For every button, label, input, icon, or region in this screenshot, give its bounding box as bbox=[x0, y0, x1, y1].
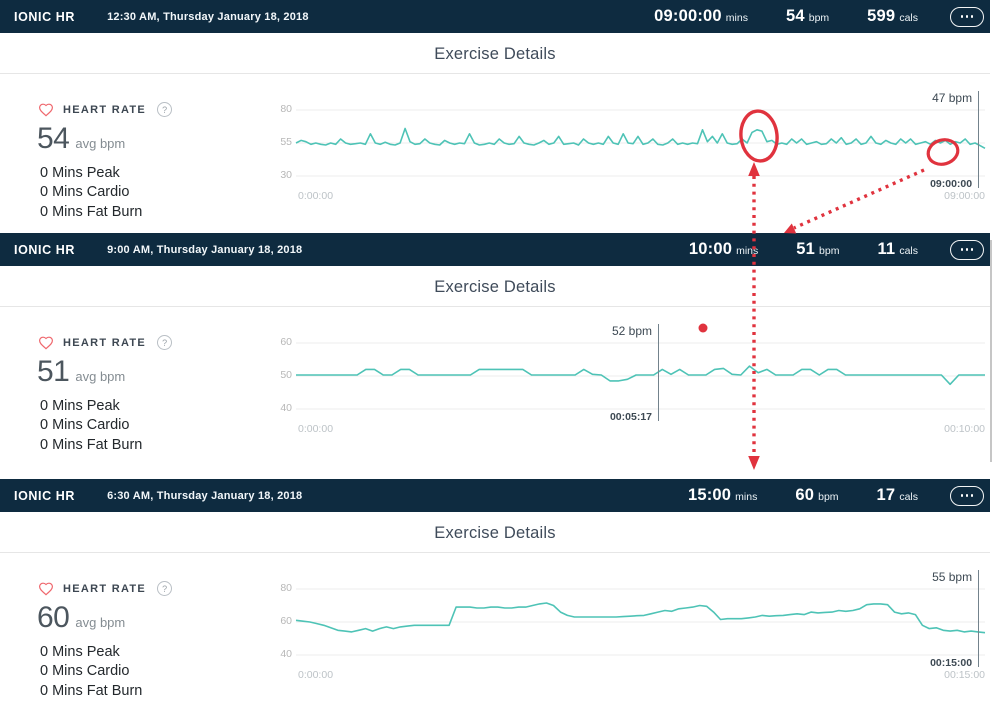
heart-rate-label: HEART RATE bbox=[63, 582, 147, 595]
section-title: Exercise Details bbox=[434, 278, 556, 296]
chart-cursor: 55 bpm 00:15:00 bbox=[930, 570, 980, 669]
heart-rate-label: HEART RATE bbox=[63, 103, 147, 116]
stat-cals: 17 cals bbox=[876, 486, 918, 504]
y-tick: 80 bbox=[280, 103, 292, 115]
y-tick: 40 bbox=[280, 648, 292, 660]
zone-peak: 0 Mins Peak bbox=[40, 644, 120, 660]
y-tick: 80 bbox=[280, 582, 292, 594]
help-icon[interactable]: ? bbox=[157, 581, 173, 596]
header-left: IONIC HR 12:30 AM, Thursday January 18, … bbox=[14, 10, 309, 24]
header-stats: 15:00 mins 60 bpm 17 cals bbox=[687, 485, 984, 506]
heart-rate-line-chart[interactable] bbox=[296, 318, 985, 433]
divider bbox=[0, 306, 990, 307]
y-tick: 40 bbox=[280, 402, 292, 414]
heart-rate-header: HEART RATE ? bbox=[38, 335, 173, 350]
chart-cursor: 47 bpm 09:00:00 bbox=[930, 91, 980, 190]
device-title: IONIC HR bbox=[14, 242, 76, 257]
cursor-time-label: 00:05:17 bbox=[609, 411, 652, 423]
hr-zones: 0 Mins Peak 0 Mins Cardio 0 Mins Fat Bur… bbox=[40, 397, 142, 455]
chart-cursor: 52 bpm 00:05:17 bbox=[610, 324, 659, 423]
y-tick: 55 bbox=[280, 136, 292, 148]
more-options-button[interactable] bbox=[950, 6, 984, 27]
scrollbar-thumb[interactable] bbox=[990, 240, 992, 462]
cursor-time-label: 09:00:00 bbox=[930, 178, 973, 190]
section-title: Exercise Details bbox=[434, 45, 556, 63]
exercise-header-bar: IONIC HR 9:00 AM, Thursday January 18, 2… bbox=[0, 233, 990, 266]
zone-fat-burn: 0 Mins Fat Burn bbox=[40, 682, 143, 699]
avg-bpm: 51 avg bpm bbox=[37, 355, 126, 388]
heart-rate-chart[interactable]: 60 50 40 0:00:00 00:10:00 52 bpm 00:05:1… bbox=[270, 318, 985, 438]
stat-duration: 09:00:00 mins bbox=[654, 7, 748, 25]
zone-peak: 0 Mins Peak bbox=[40, 165, 120, 181]
heart-icon bbox=[38, 103, 54, 117]
heart-rate-chart[interactable]: 80 60 40 0:00:00 00:15:00 55 bpm 00:15:0… bbox=[270, 564, 986, 684]
x-axis-end-label: 09:00:00 bbox=[944, 190, 985, 202]
header-stats: 10:00 mins 51 bpm 11 cals bbox=[688, 239, 984, 260]
divider bbox=[0, 552, 990, 553]
cursor-time-label: 00:15:00 bbox=[930, 657, 973, 669]
stat-cals: 11 cals bbox=[877, 240, 918, 258]
zone-fat-burn: 0 Mins Fat Burn bbox=[40, 436, 143, 453]
zone-cardio: 0 Mins Cardio bbox=[40, 184, 130, 201]
divider bbox=[0, 73, 990, 74]
header-stats: 09:00:00 mins 54 bpm 599 cals bbox=[654, 6, 984, 27]
cursor-bpm-label: 47 bpm bbox=[932, 91, 973, 105]
heart-rate-header: HEART RATE ? bbox=[38, 102, 173, 117]
stat-duration: 10:00 mins bbox=[688, 240, 759, 258]
more-options-button[interactable] bbox=[950, 239, 984, 260]
ellipsis-icon bbox=[960, 494, 964, 497]
help-icon[interactable]: ? bbox=[157, 102, 173, 117]
heart-rate-label: HEART RATE bbox=[63, 336, 147, 349]
exercise-panel-2: IONIC HR 9:00 AM, Thursday January 18, 2… bbox=[0, 233, 990, 479]
x-axis-end-label: 00:15:00 bbox=[944, 669, 985, 681]
zone-fat-burn: 0 Mins Fat Burn bbox=[40, 203, 143, 220]
heart-icon bbox=[38, 336, 54, 350]
help-icon[interactable]: ? bbox=[157, 335, 173, 350]
heart-icon bbox=[38, 582, 54, 596]
exercise-date: 6:30 AM, Thursday January 18, 2018 bbox=[107, 489, 303, 502]
hr-zones: 0 Mins Peak 0 Mins Cardio 0 Mins Fat Bur… bbox=[40, 643, 142, 701]
heart-rate-line-chart[interactable] bbox=[295, 564, 986, 679]
stat-bpm: 54 bpm bbox=[785, 7, 830, 25]
more-options-button[interactable] bbox=[950, 485, 984, 506]
y-tick: 50 bbox=[280, 369, 292, 381]
header-left: IONIC HR 9:00 AM, Thursday January 18, 2… bbox=[14, 243, 302, 257]
x-axis-start-label: 0:00:00 bbox=[298, 190, 334, 202]
ellipsis-icon bbox=[960, 15, 964, 18]
cursor-bpm-label: 55 bpm bbox=[932, 570, 973, 584]
x-axis-start-label: 0:00:00 bbox=[298, 423, 334, 435]
y-tick: 30 bbox=[280, 169, 292, 181]
zone-cardio: 0 Mins Cardio bbox=[40, 663, 130, 680]
avg-bpm: 60 avg bpm bbox=[37, 601, 126, 634]
stat-cals: 599 cals bbox=[867, 7, 918, 25]
device-title: IONIC HR bbox=[14, 9, 76, 24]
cursor-bpm-label: 52 bpm bbox=[611, 324, 652, 338]
zone-cardio: 0 Mins Cardio bbox=[40, 417, 130, 434]
device-title: IONIC HR bbox=[14, 488, 76, 503]
exercise-date: 12:30 AM, Thursday January 18, 2018 bbox=[107, 10, 309, 23]
x-axis-start-label: 0:00:00 bbox=[298, 669, 334, 681]
zone-peak: 0 Mins Peak bbox=[40, 398, 120, 414]
heart-rate-header: HEART RATE ? bbox=[38, 581, 173, 596]
exercise-panel-3: IONIC HR 6:30 AM, Thursday January 18, 2… bbox=[0, 479, 990, 706]
stat-bpm: 60 bpm bbox=[795, 486, 839, 504]
ellipsis-icon bbox=[960, 248, 964, 251]
heart-rate-line-chart[interactable] bbox=[295, 85, 986, 200]
x-axis-end-label: 00:10:00 bbox=[944, 423, 985, 435]
y-tick: 60 bbox=[280, 336, 292, 348]
stat-duration: 15:00 mins bbox=[687, 486, 758, 504]
heart-rate-chart[interactable]: 80 55 30 0:00:00 09:00:00 47 bpm 09:00:0… bbox=[270, 85, 986, 205]
exercise-header-bar: IONIC HR 6:30 AM, Thursday January 18, 2… bbox=[0, 479, 990, 512]
exercise-panel-1: IONIC HR 12:30 AM, Thursday January 18, … bbox=[0, 0, 990, 233]
section-title: Exercise Details bbox=[434, 524, 556, 542]
header-left: IONIC HR 6:30 AM, Thursday January 18, 2… bbox=[14, 489, 302, 503]
avg-bpm: 54 avg bpm bbox=[37, 122, 126, 155]
stat-bpm: 51 bpm bbox=[796, 240, 840, 258]
y-tick: 60 bbox=[280, 615, 292, 627]
exercise-header-bar: IONIC HR 12:30 AM, Thursday January 18, … bbox=[0, 0, 990, 33]
exercise-date: 9:00 AM, Thursday January 18, 2018 bbox=[107, 243, 303, 256]
hr-zones: 0 Mins Peak 0 Mins Cardio 0 Mins Fat Bur… bbox=[40, 164, 142, 222]
